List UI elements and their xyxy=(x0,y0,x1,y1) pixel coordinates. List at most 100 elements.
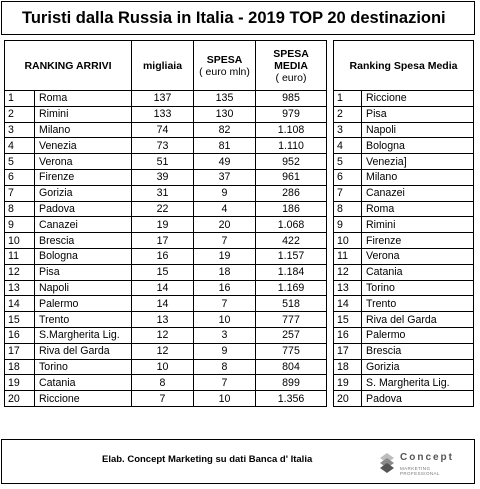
rank-cell: 2 xyxy=(333,105,362,123)
rank-cell: 17 xyxy=(4,342,35,360)
city-cell: Riccione xyxy=(34,390,132,407)
spesa-cell: 7 xyxy=(193,295,256,313)
table-row: 5 Venezia] xyxy=(333,153,475,170)
migliaia-cell: 137 xyxy=(131,90,194,107)
city-cell: Venezia] xyxy=(360,153,475,170)
spesa-cell: 3 xyxy=(193,326,256,344)
city-cell: Verona xyxy=(34,153,132,170)
concept-logo-icon xyxy=(380,453,394,473)
spesa-cell: 82 xyxy=(193,121,256,139)
source-note: Elab. Concept Marketing su dati Banca d'… xyxy=(102,454,313,465)
table-row: 7 Gorizia 31 9 286 xyxy=(4,184,327,202)
rank-cell: 13 xyxy=(4,279,35,297)
city-cell: Brescia xyxy=(34,232,132,249)
city-cell: Canazei xyxy=(34,216,132,234)
spesa-cell: 7 xyxy=(193,232,256,249)
rank-cell: 19 xyxy=(4,374,35,392)
city-cell: Torino xyxy=(360,279,475,297)
spesa-media-cell: 1.108 xyxy=(255,121,327,139)
table-row: 13 Torino xyxy=(333,279,475,297)
migliaia-cell: 22 xyxy=(131,200,194,218)
spesa-media-cell: 1.356 xyxy=(255,390,327,407)
rank-cell: 8 xyxy=(4,200,35,218)
city-cell: Trento xyxy=(360,295,475,313)
rank-cell: 1 xyxy=(4,90,35,107)
rank-cell: 1 xyxy=(333,90,362,107)
city-cell: S.Margherita Lig. xyxy=(34,326,132,344)
spesa-media-cell: 961 xyxy=(255,168,327,186)
spesa-media-cell: 286 xyxy=(255,184,327,202)
spesa-media-cell: 1.068 xyxy=(255,216,327,234)
table-row: 15 Trento 13 10 777 xyxy=(4,311,327,328)
rank-cell: 6 xyxy=(333,168,362,186)
header-spesa-line2: ( euro mln) xyxy=(199,65,250,78)
table-row: 10 Firenze xyxy=(333,232,475,249)
rank-cell: 14 xyxy=(4,295,35,313)
table-row: 17 Riva del Garda 12 9 775 xyxy=(4,342,327,360)
city-cell: Torino xyxy=(34,358,132,376)
migliaia-cell: 10 xyxy=(131,358,194,376)
spesa-cell: 20 xyxy=(193,216,256,234)
spesa-cell: 16 xyxy=(193,279,256,297)
arrivals-header-row: RANKING ARRIVI migliaia SPESA ( euro mln… xyxy=(4,40,327,91)
spesa-cell: 49 xyxy=(193,153,256,170)
spesa-cell: 8 xyxy=(193,358,256,376)
table-row: 8 Roma xyxy=(333,200,475,218)
rank-cell: 15 xyxy=(333,311,362,328)
footer: Elab. Concept Marketing su dati Banca d'… xyxy=(1,439,475,484)
table-row: 2 Rimini 133 130 979 xyxy=(4,105,327,123)
rank-cell: 3 xyxy=(333,121,362,139)
migliaia-cell: 16 xyxy=(131,247,194,265)
table-row: 15 Riva del Garda xyxy=(333,311,475,328)
table-row: 11 Bologna 16 19 1.157 xyxy=(4,247,327,265)
table-row: 11 Verona xyxy=(333,247,475,265)
table-row: 16 Palermo xyxy=(333,326,475,344)
table-row: 18 Torino 10 8 804 xyxy=(4,358,327,376)
rank-cell: 5 xyxy=(4,153,35,170)
rank-cell: 9 xyxy=(4,216,35,234)
table-row: 8 Padova 22 4 186 xyxy=(4,200,327,218)
spesa-cell: 10 xyxy=(193,311,256,328)
spesa-cell: 4 xyxy=(193,200,256,218)
city-cell: Pisa xyxy=(360,105,475,123)
city-cell: Palermo xyxy=(34,295,132,313)
spesa-cell: 9 xyxy=(193,184,256,202)
table-row: 4 Bologna xyxy=(333,137,475,155)
spesa-media-cell: 422 xyxy=(255,232,327,249)
city-cell: S. Margherita Lig. xyxy=(360,374,475,392)
spesa-media-cell: 1.184 xyxy=(255,263,327,281)
table-row: 4 Venezia 73 81 1.110 xyxy=(4,137,327,155)
city-cell: Padova xyxy=(360,390,475,407)
spesa-media-cell: 985 xyxy=(255,90,327,107)
table-row: 12 Pisa 15 18 1.184 xyxy=(4,263,327,281)
header-media-line3: ( euro) xyxy=(275,71,307,84)
city-cell: Rimini xyxy=(34,105,132,123)
spesa-cell: 10 xyxy=(193,390,256,407)
arrivals-table: RANKING ARRIVI migliaia SPESA ( euro mln… xyxy=(4,40,327,407)
rank-cell: 4 xyxy=(4,137,35,155)
city-cell: Gorizia xyxy=(360,358,475,376)
rank-cell: 3 xyxy=(4,121,35,139)
header-ranking-arrivi: RANKING ARRIVI xyxy=(4,40,132,91)
spesa-cell: 130 xyxy=(193,105,256,123)
table-row: 19 S. Margherita Lig. xyxy=(333,374,475,392)
table-row: 13 Napoli 14 16 1.169 xyxy=(4,279,327,297)
migliaia-cell: 51 xyxy=(131,153,194,170)
migliaia-cell: 19 xyxy=(131,216,194,234)
city-cell: Riva del Garda xyxy=(34,342,132,360)
logo-name: Concept xyxy=(400,452,454,463)
city-cell: Roma xyxy=(360,200,475,218)
rank-cell: 18 xyxy=(333,358,362,376)
table-row: 10 Brescia 17 7 422 xyxy=(4,232,327,249)
city-cell: Napoli xyxy=(360,121,475,139)
rank-cell: 16 xyxy=(4,326,35,344)
table-row: 17 Brescia xyxy=(333,342,475,360)
table-row: 5 Verona 51 49 952 xyxy=(4,153,327,170)
city-cell: Catania xyxy=(34,374,132,392)
city-cell: Gorizia xyxy=(34,184,132,202)
table-row: 20 Riccione 7 10 1.356 xyxy=(4,390,327,407)
migliaia-cell: 17 xyxy=(131,232,194,249)
migliaia-cell: 14 xyxy=(131,279,194,297)
rank-cell: 8 xyxy=(333,200,362,218)
header-spesa: SPESA ( euro mln) xyxy=(193,40,256,91)
